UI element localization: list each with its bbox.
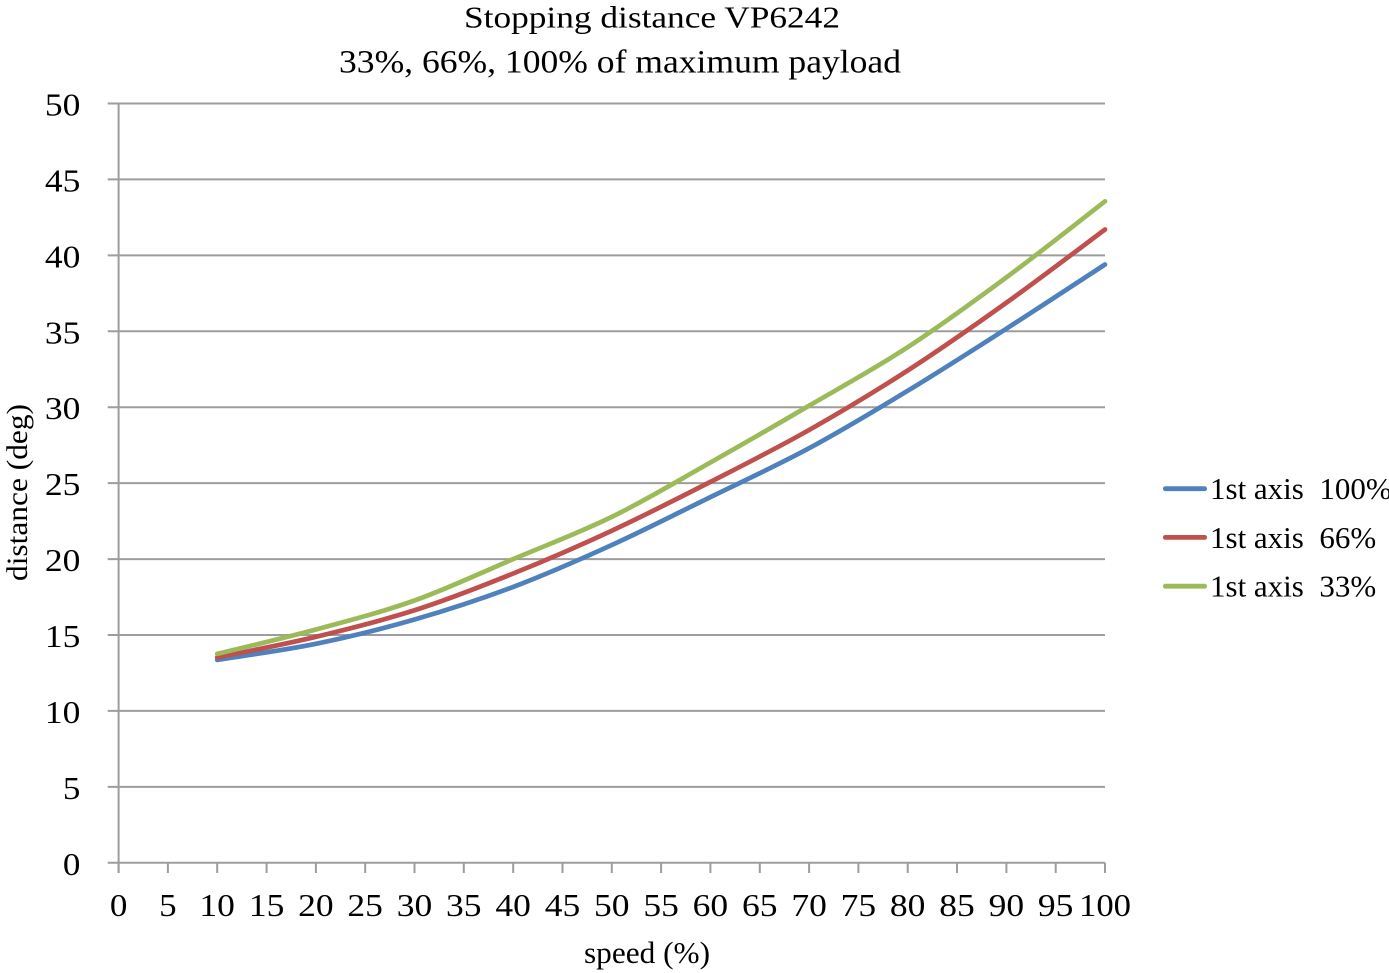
svg-text:33%, 66%, 100% of maximum payl: 33%, 66%, 100% of maximum payload [339,45,902,81]
svg-text:15: 15 [249,887,285,923]
svg-text:35: 35 [446,887,482,923]
svg-text:1st axis 100%: 1st axis 100% [1210,471,1389,506]
svg-text:5: 5 [63,770,81,806]
svg-text:35: 35 [45,314,81,350]
svg-text:90: 90 [989,887,1025,923]
svg-text:80: 80 [890,887,926,923]
svg-text:75: 75 [841,887,877,923]
svg-text:distance (deg): distance (deg) [1,404,34,581]
svg-text:speed (%): speed (%) [584,935,710,970]
svg-text:70: 70 [791,887,827,923]
svg-text:50: 50 [45,87,81,123]
svg-text:100: 100 [1079,887,1131,923]
svg-text:50: 50 [594,887,630,923]
svg-text:10: 10 [45,694,81,730]
svg-text:5: 5 [159,887,177,923]
svg-text:30: 30 [45,390,81,426]
svg-text:25: 25 [45,466,81,502]
svg-text:1st axis 66%: 1st axis 66% [1210,520,1376,555]
svg-text:95: 95 [1038,887,1074,923]
svg-text:Stopping distance VP6242: Stopping distance VP6242 [464,0,840,35]
svg-text:65: 65 [742,887,778,923]
svg-text:40: 40 [45,238,81,274]
svg-text:55: 55 [643,887,679,923]
svg-text:20: 20 [298,887,334,923]
svg-text:1st axis 33%: 1st axis 33% [1210,569,1376,604]
svg-text:0: 0 [110,887,128,923]
svg-text:15: 15 [45,618,81,654]
svg-text:45: 45 [545,887,581,923]
svg-text:0: 0 [63,846,81,882]
svg-text:85: 85 [939,887,975,923]
svg-text:40: 40 [495,887,531,923]
svg-text:30: 30 [397,887,433,923]
svg-text:25: 25 [347,887,383,923]
svg-text:10: 10 [199,887,235,923]
svg-text:60: 60 [693,887,729,923]
svg-text:20: 20 [45,542,81,578]
svg-text:45: 45 [45,162,81,198]
